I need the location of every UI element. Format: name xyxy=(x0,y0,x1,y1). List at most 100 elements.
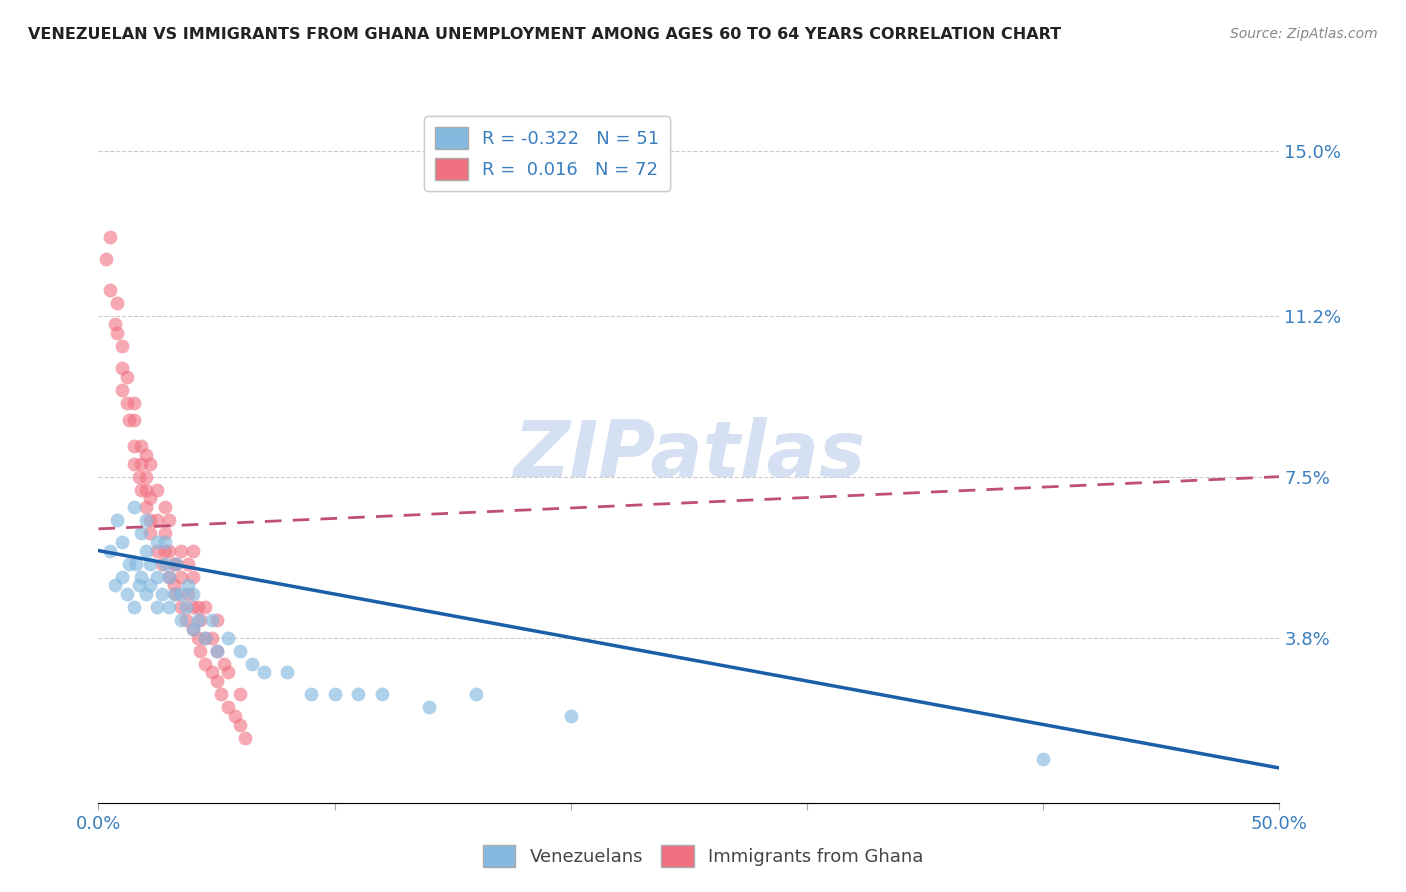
Point xyxy=(194,631,217,645)
Point xyxy=(135,543,157,558)
Point xyxy=(135,483,157,497)
Point xyxy=(118,557,141,571)
Point xyxy=(205,674,228,689)
Point xyxy=(128,469,150,483)
Point xyxy=(181,587,204,601)
Point xyxy=(560,708,582,723)
Point xyxy=(146,513,169,527)
Point xyxy=(150,557,173,571)
Point xyxy=(187,600,209,615)
Text: VENEZUELAN VS IMMIGRANTS FROM GHANA UNEMPLOYMENT AMONG AGES 60 TO 64 YEARS CORRE: VENEZUELAN VS IMMIGRANTS FROM GHANA UNEM… xyxy=(28,27,1062,42)
Point xyxy=(181,622,204,636)
Point xyxy=(125,557,148,571)
Point xyxy=(129,457,152,471)
Point xyxy=(205,643,228,657)
Point xyxy=(188,643,211,657)
Point xyxy=(201,631,224,645)
Point xyxy=(122,396,145,410)
Point xyxy=(115,587,138,601)
Point xyxy=(240,657,263,671)
Point xyxy=(111,360,134,375)
Point xyxy=(115,369,138,384)
Point xyxy=(253,665,276,680)
Point xyxy=(135,500,157,514)
Point xyxy=(170,587,193,601)
Point xyxy=(181,570,204,584)
Point xyxy=(224,708,246,723)
Point xyxy=(187,613,209,627)
Point xyxy=(157,543,180,558)
Point xyxy=(139,457,162,471)
Text: ZIPatlas: ZIPatlas xyxy=(513,417,865,493)
Point xyxy=(465,687,488,701)
Point xyxy=(209,687,232,701)
Point xyxy=(139,491,162,506)
Legend: Venezuelans, Immigrants from Ghana: Venezuelans, Immigrants from Ghana xyxy=(475,838,931,874)
Point xyxy=(98,283,121,297)
Point xyxy=(153,543,176,558)
Point xyxy=(139,578,162,592)
Point xyxy=(188,613,211,627)
Point xyxy=(177,578,200,592)
Point xyxy=(229,717,252,731)
Point xyxy=(212,657,235,671)
Point xyxy=(122,413,145,427)
Point xyxy=(135,587,157,601)
Point xyxy=(177,557,200,571)
Point xyxy=(94,252,117,267)
Point xyxy=(105,295,128,310)
Point xyxy=(165,587,187,601)
Point xyxy=(111,535,134,549)
Point xyxy=(146,600,169,615)
Point xyxy=(229,687,252,701)
Point xyxy=(170,570,193,584)
Point xyxy=(128,578,150,592)
Point xyxy=(229,643,252,657)
Point xyxy=(139,526,162,541)
Point xyxy=(217,700,239,714)
Point xyxy=(205,613,228,627)
Point xyxy=(153,526,176,541)
Point xyxy=(165,557,187,571)
Point xyxy=(146,535,169,549)
Point xyxy=(170,613,193,627)
Point xyxy=(217,631,239,645)
Point xyxy=(276,665,298,680)
Point xyxy=(111,570,134,584)
Point xyxy=(146,570,169,584)
Point xyxy=(129,526,152,541)
Point xyxy=(157,600,180,615)
Legend: R = -0.322   N = 51, R =  0.016   N = 72: R = -0.322 N = 51, R = 0.016 N = 72 xyxy=(425,116,671,191)
Point xyxy=(135,513,157,527)
Point xyxy=(146,543,169,558)
Point xyxy=(1032,752,1054,766)
Point xyxy=(201,613,224,627)
Point xyxy=(129,439,152,453)
Point xyxy=(170,600,193,615)
Point xyxy=(146,483,169,497)
Point xyxy=(115,396,138,410)
Point xyxy=(174,613,197,627)
Point xyxy=(153,535,176,549)
Point xyxy=(98,230,121,244)
Text: Source: ZipAtlas.com: Source: ZipAtlas.com xyxy=(1230,27,1378,41)
Point xyxy=(153,500,176,514)
Point xyxy=(165,557,187,571)
Point xyxy=(181,543,204,558)
Point xyxy=(122,457,145,471)
Point xyxy=(122,439,145,453)
Point xyxy=(323,687,346,701)
Point xyxy=(163,557,186,571)
Point xyxy=(205,643,228,657)
Point xyxy=(201,665,224,680)
Point xyxy=(299,687,322,701)
Point xyxy=(194,631,217,645)
Point xyxy=(157,570,180,584)
Point xyxy=(105,326,128,341)
Point xyxy=(163,587,186,601)
Point xyxy=(118,413,141,427)
Point xyxy=(122,600,145,615)
Point xyxy=(111,383,134,397)
Point xyxy=(347,687,370,701)
Point xyxy=(129,483,152,497)
